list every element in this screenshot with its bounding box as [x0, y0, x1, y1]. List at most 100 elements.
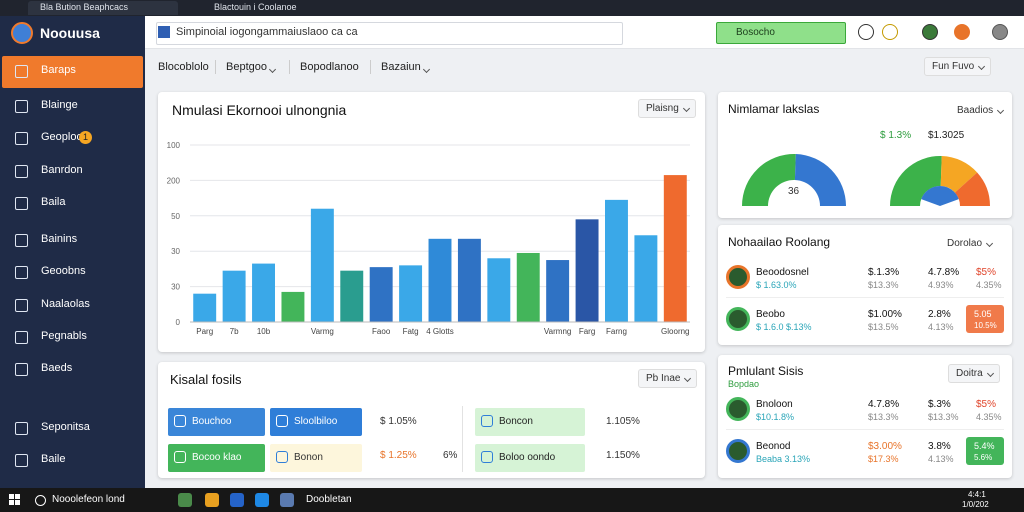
nav-icon	[15, 422, 28, 435]
search-box	[156, 22, 623, 45]
app-icon[interactable]	[230, 493, 244, 507]
row-value: 4.93%	[928, 280, 954, 290]
sidebar-item[interactable]: Blainge	[41, 99, 78, 111]
sidebar-item[interactable]: Banrdon	[41, 164, 83, 176]
x-tick-label: 10b	[257, 327, 271, 336]
badge-value: 5.05	[974, 309, 992, 319]
button-text[interactable]: Bosocho	[736, 27, 775, 38]
top-icon	[882, 24, 898, 40]
row-name: Beoodosnel	[756, 267, 809, 278]
panel-title: Nimlamar lakslas	[728, 102, 820, 116]
nav-item[interactable]: Bazaiun	[381, 61, 435, 73]
panel-subtitle: Bopdao	[728, 379, 760, 389]
dropdown[interactable]: Baadios	[950, 102, 1009, 119]
donut-segment	[742, 154, 796, 206]
x-tick-label: Varmng	[544, 327, 571, 336]
row-value: $5%	[976, 399, 997, 410]
tile[interactable]	[475, 408, 585, 436]
sidebar-item[interactable]: Pegnabls	[41, 330, 87, 342]
chart-title: Nmulasi Ekornooi ulnongnia	[172, 102, 347, 118]
bar	[457, 238, 481, 322]
x-tick-label: Farng	[606, 327, 627, 336]
app-icon[interactable]	[178, 493, 192, 507]
panel-title: Kisalal fosils	[170, 372, 242, 387]
date: 1/0/202	[962, 500, 989, 509]
tile-label: Bocoo klao	[192, 452, 242, 463]
row-name: Beonod	[756, 441, 791, 452]
nav-icon	[15, 331, 28, 344]
nav-icon	[15, 363, 28, 376]
bar	[516, 252, 540, 322]
donut-segment	[890, 156, 942, 206]
row-value: 4.13%	[928, 454, 954, 464]
donut-label: $1.3025	[928, 130, 965, 141]
badge-box	[966, 437, 1004, 465]
tile[interactable]	[168, 408, 265, 436]
dropdown[interactable]: Pb Inae	[638, 369, 698, 388]
tile[interactable]	[270, 444, 362, 472]
row-value: 4.7.8%	[868, 399, 900, 410]
app-icon[interactable]	[255, 493, 269, 507]
nav-icon	[15, 132, 28, 145]
top-icon	[992, 24, 1008, 40]
bar	[399, 265, 423, 322]
row-value: 4.13%	[928, 322, 954, 332]
nav-icon	[15, 454, 28, 467]
active-item	[2, 56, 143, 88]
nav-item[interactable]: Bopodlanoo	[300, 61, 359, 73]
tile[interactable]	[475, 444, 585, 472]
top-bar	[145, 16, 1024, 49]
app-icon[interactable]	[205, 493, 219, 507]
app-icon[interactable]	[280, 493, 294, 507]
donut-graphics	[742, 154, 990, 206]
tile[interactable]	[168, 444, 265, 472]
row-value: $17.3%	[868, 454, 899, 464]
sidebar-item[interactable]: Bainins	[41, 233, 78, 245]
tile-icon	[276, 451, 288, 463]
nav-item[interactable]: Blocoblolo	[158, 61, 209, 73]
badge-value: 5.4%	[974, 441, 995, 451]
dropdown[interactable]: Plaisng	[638, 99, 696, 118]
taskbar-app[interactable]: Doobletan	[306, 494, 352, 505]
tab-title: Bla Bution Beaphcacs	[40, 2, 129, 12]
bar	[193, 293, 217, 322]
x-tick-label: Faoo	[372, 327, 391, 336]
tile-label: Bonon	[294, 452, 323, 463]
sidebar-item[interactable]: Seponitsa	[41, 421, 90, 433]
sidebar-item[interactable]: Baeds	[41, 362, 73, 374]
taskbar-search[interactable]: Nooolefeon lond	[52, 494, 125, 505]
y-tick-label: 0	[176, 318, 181, 327]
bar	[369, 267, 393, 322]
bar-chart: 0 30 30 50 200 100 Parg 7b 10b Varmg Faoo Fatg 4 Glo…	[167, 141, 690, 336]
x-tick-label: Varmg	[311, 327, 334, 336]
sidebar-item[interactable]: Baraps	[41, 64, 76, 76]
tile-value: 1.105%	[606, 416, 640, 427]
y-tick-label: 200	[167, 176, 181, 185]
sidebar-item[interactable]: Baila	[41, 196, 66, 208]
donut-label: $ 1.3%	[880, 130, 912, 141]
tile[interactable]	[270, 408, 362, 436]
x-tick-label: Gloorng	[661, 327, 689, 336]
chart-panel: Nmulasi Ekornooi ulnongnia Plaisng 0 30 30 50…	[158, 92, 705, 352]
dropdown[interactable]: Dorolao	[940, 235, 998, 252]
sidebar-item[interactable]: Geoploo	[41, 131, 83, 143]
avatar	[726, 439, 750, 463]
donut-segment	[954, 172, 990, 206]
sidebar-item[interactable]: Geoobns	[41, 265, 86, 277]
bar	[310, 208, 334, 322]
nav-item[interactable]: Beptgoo	[226, 61, 281, 73]
sidebar-item[interactable]: Naalaolas	[41, 298, 90, 310]
y-tick-label: 50	[171, 212, 180, 221]
search-text[interactable]: Simpinoial iogongammaiuslaoo ca ca	[176, 26, 358, 38]
row-name: Beobo	[756, 309, 785, 320]
dropdown[interactable]: Doitra	[948, 364, 1000, 383]
tile-icon	[481, 415, 493, 427]
bar	[340, 270, 364, 322]
tile-label: Sloolbiloo	[294, 416, 338, 427]
filter-button[interactable]: Fun Fuvo	[924, 57, 992, 76]
row-value: $1.00%	[868, 309, 902, 320]
nav-sep	[215, 60, 216, 74]
row-value: 4.35%	[976, 412, 1002, 422]
tile-icon	[174, 451, 186, 463]
sidebar-item[interactable]: Baile	[41, 453, 66, 465]
